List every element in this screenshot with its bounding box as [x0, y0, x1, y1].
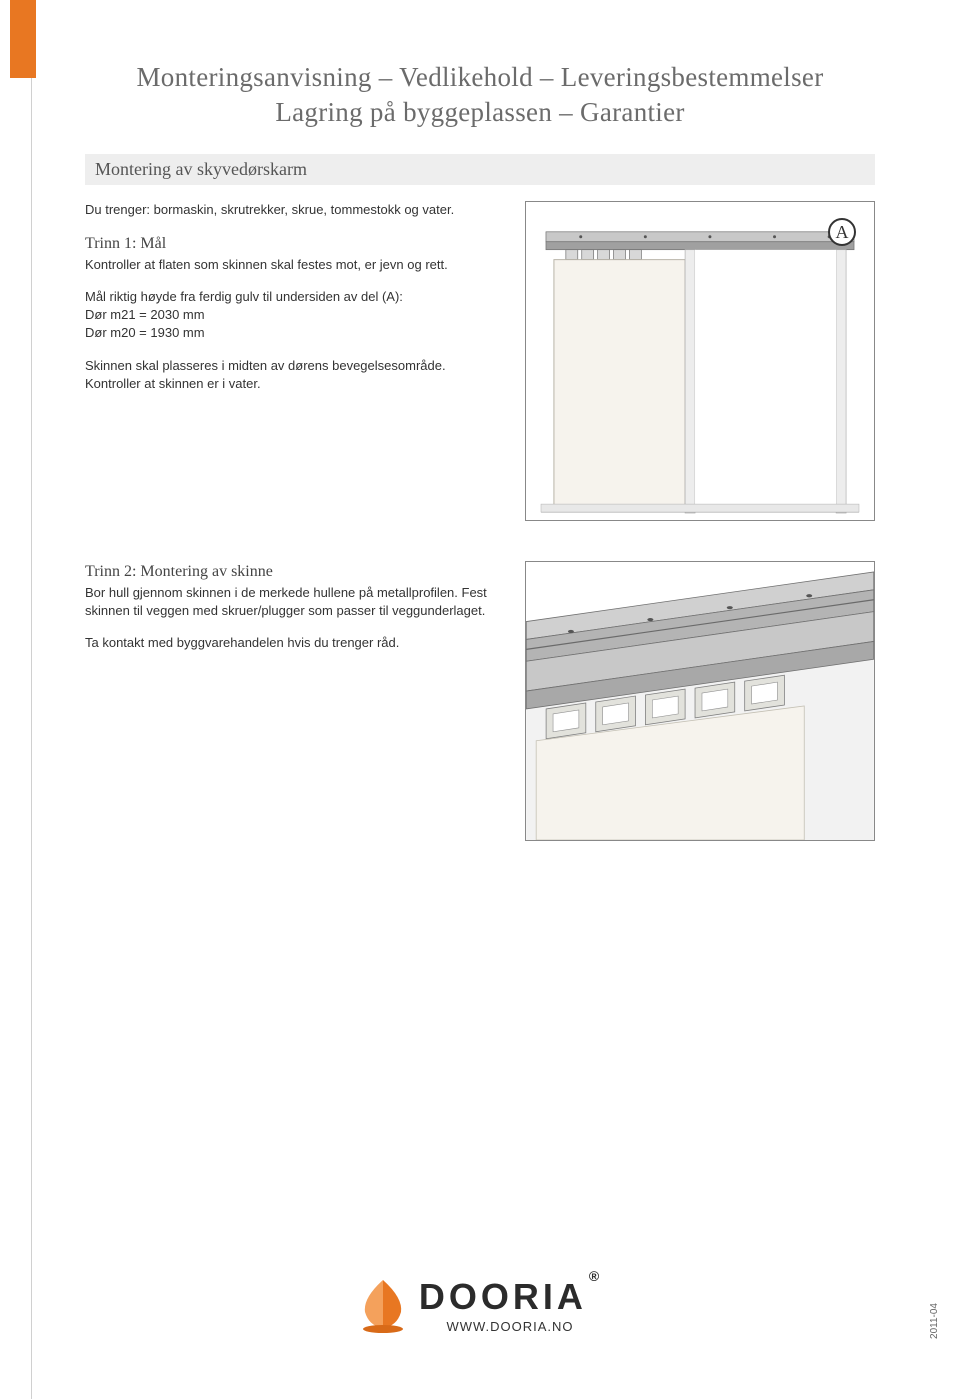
intro-text: Du trenger: bormaskin, skrutrekker, skru…	[85, 201, 495, 219]
figure-2-svg	[526, 562, 874, 840]
step-2-figure-col	[525, 561, 875, 841]
page-content: Monteringsanvisning – Vedlikehold – Leve…	[85, 60, 875, 881]
registered-mark-icon: ®	[589, 1268, 603, 1284]
logo-text-wrap: DOORIA® WWW.DOORIA.NO	[419, 1276, 601, 1336]
step-2-heading: Trinn 2: Montering av skinne	[85, 563, 273, 580]
step-1-figure-col: A	[525, 201, 875, 521]
page-title: Monteringsanvisning – Vedlikehold – Leve…	[85, 60, 875, 130]
step-2-para2: Ta kontakt med byggvarehandelen hvis du …	[85, 634, 495, 652]
title-line-1: Monteringsanvisning – Vedlikehold – Leve…	[137, 62, 824, 92]
logo: DOORIA® WWW.DOORIA.NO	[359, 1276, 601, 1336]
step-1-text: Du trenger: bormaskin, skrutrekker, skru…	[85, 201, 495, 521]
step-2-heading-para: Trinn 2: Montering av skinne Bor hull gj…	[85, 561, 495, 620]
step-1-heading: Trinn 1: Mål	[85, 235, 166, 252]
step-1-para2a: Mål riktig høyde fra ferdig gulv til und…	[85, 289, 403, 304]
step-1-para3: Skinnen skal plasseres i midten av døren…	[85, 357, 495, 393]
figure-2	[525, 561, 875, 841]
orange-corner-tab	[10, 0, 36, 78]
step-1-row: Du trenger: bormaskin, skrutrekker, skru…	[85, 201, 875, 521]
step-1-measurements: Mål riktig høyde fra ferdig gulv til und…	[85, 288, 495, 343]
title-line-2: Lagring på byggeplassen – Garantier	[275, 97, 684, 127]
left-margin-rule	[0, 0, 32, 1399]
step-1-heading-para: Trinn 1: Mål Kontroller at flaten som sk…	[85, 233, 495, 274]
step-1-para2b: Dør m21 = 2030 mm	[85, 307, 205, 322]
logo-text: DOORIA®	[419, 1276, 601, 1317]
step-2-row: Trinn 2: Montering av skinne Bor hull gj…	[85, 561, 875, 841]
logo-word: DOORIA	[419, 1276, 587, 1317]
figure-1-svg	[526, 202, 874, 520]
step-2-para1: Bor hull gjennom skinnen i de merkede hu…	[85, 585, 487, 618]
section-heading-bar: Montering av skyvedørskarm	[85, 154, 875, 185]
footer: DOORIA® WWW.DOORIA.NO	[0, 1276, 960, 1339]
step-1-para1: Kontroller at flaten som skinnen skal fe…	[85, 257, 448, 272]
logo-mark-icon	[359, 1278, 407, 1334]
section-heading-text: Montering av skyvedørskarm	[95, 159, 307, 179]
figure-1-label-a: A	[828, 218, 856, 246]
logo-url: WWW.DOORIA.NO	[446, 1319, 573, 1334]
step-1-para2c: Dør m20 = 1930 mm	[85, 325, 205, 340]
date-code: 2011-04	[929, 1303, 940, 1339]
step-2-text: Trinn 2: Montering av skinne Bor hull gj…	[85, 561, 495, 841]
figure-1: A	[525, 201, 875, 521]
